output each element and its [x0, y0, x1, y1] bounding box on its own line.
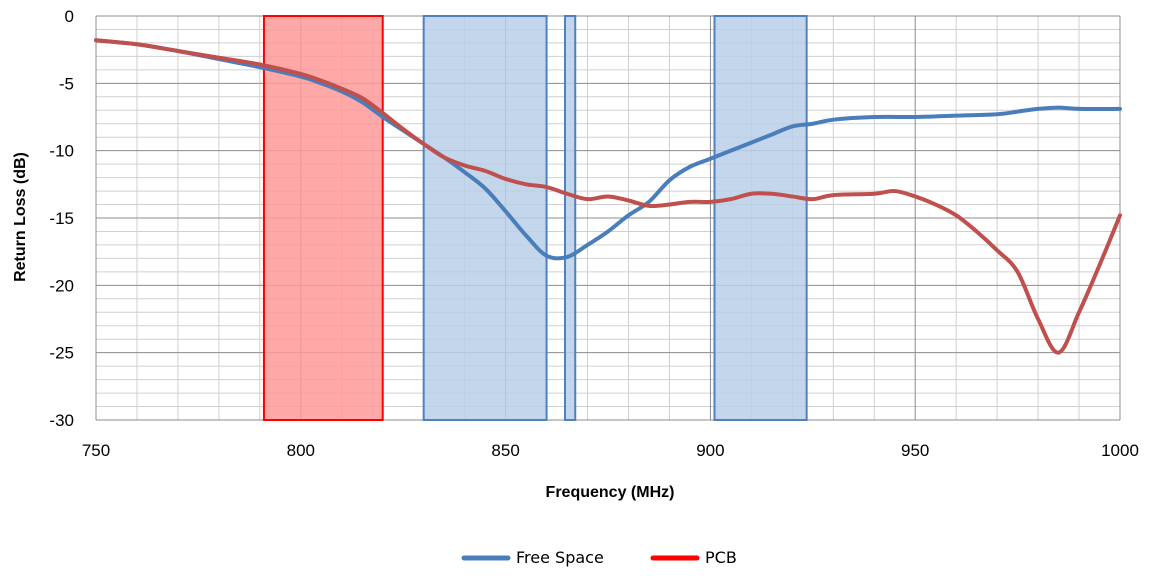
- frequency-band-1: [262, 15, 384, 421]
- legend-label-1: Free Space: [516, 548, 604, 567]
- y-tick-label: -30: [49, 411, 74, 430]
- y-tick-label: 0: [65, 7, 74, 26]
- frequency-band-3: [563, 15, 577, 421]
- x-tick-label: 900: [696, 441, 724, 460]
- series-line-free-space: [94, 38, 1122, 261]
- x-tick-label: 800: [287, 441, 315, 460]
- x-axis-label: Frequency (MHz): [546, 484, 675, 501]
- series-line-pcb: [94, 38, 1122, 355]
- data-series: [94, 38, 1122, 355]
- y-tick-label: -10: [49, 142, 74, 161]
- y-tick-label: -5: [59, 74, 74, 93]
- y-tick-label: -25: [49, 344, 74, 363]
- x-tick-label: 750: [82, 441, 110, 460]
- y-tick-label: -15: [49, 209, 74, 228]
- y-tick-label: -20: [49, 276, 74, 295]
- frequency-band-2: [422, 15, 548, 421]
- tick-labels: 750 800 850 900 950 1000 0 -5 -10 -15 -20 -25 -30: [49, 7, 1138, 460]
- frequency-band-highlights: [262, 15, 808, 421]
- major-gridlines: [95, 15, 1121, 421]
- x-tick-label: 950: [901, 441, 929, 460]
- legend: Free Space PCB: [461, 548, 737, 567]
- y-axis-label: Return Loss (dB): [12, 152, 29, 282]
- legend-label-2: PCB: [705, 548, 737, 567]
- x-tick-label: 850: [491, 441, 519, 460]
- x-tick-label: 1000: [1101, 441, 1139, 460]
- frequency-band-4: [713, 15, 808, 421]
